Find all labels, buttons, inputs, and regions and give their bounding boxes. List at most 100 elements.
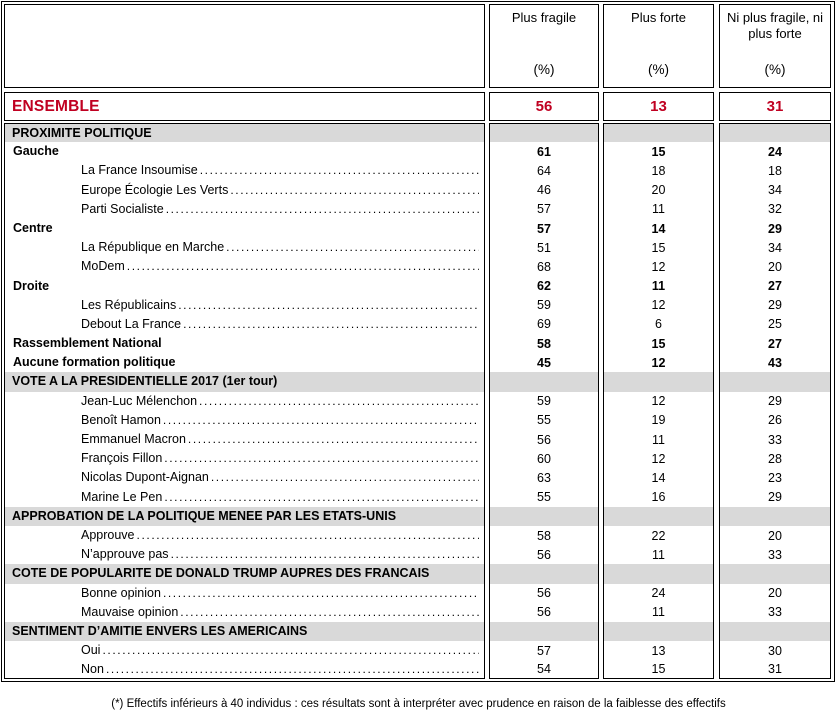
value-cell-plus-fragile: 69 (489, 314, 599, 335)
value-cell-plus-fragile: 58 (489, 334, 599, 354)
value-cell-ni-plus: 24 (719, 142, 831, 162)
item-row: François Fillon 60 12 28 (4, 449, 832, 469)
item-row: Jean-Luc Mélenchon 59 12 29 (4, 391, 832, 411)
item-row: Emmanuel Macron 56 11 33 (4, 430, 832, 450)
cat-row: Gauche 61 15 24 (4, 142, 832, 162)
dots-leader (163, 411, 479, 430)
row-label-cell: N’approuve pas (4, 545, 485, 565)
row-label-cell: Debout La France (4, 314, 485, 335)
cat-row: Centre 57 14 29 (4, 218, 832, 239)
value-cell-ni-plus (719, 621, 831, 642)
row-label-cell: Nicolas Dupont-Aignan (4, 468, 485, 488)
section-row: VOTE A LA PRESIDENTIELLE 2017 (1er tour) (4, 372, 832, 392)
value-cell-plus-fragile: 55 (489, 410, 599, 430)
value-cell-plus-forte: 12 (603, 391, 714, 411)
row-label: La France Insoumise (81, 163, 198, 178)
row-label: Les Républicains (81, 297, 177, 312)
value-cell-ni-plus: 20 (719, 257, 831, 277)
value-cell-plus-fragile: 56 (489, 430, 599, 450)
value-cell-plus-fragile: 56 (489, 602, 599, 622)
dots-leader (226, 238, 479, 257)
value-cell-ni-plus: 25 (719, 314, 831, 335)
row-label: Rassemblement National (13, 336, 162, 351)
value-cell-plus-forte (603, 372, 714, 392)
ensemble-value-ni-plus: 31 (719, 92, 831, 121)
value-cell-plus-forte: 11 (603, 602, 714, 622)
item-row: Parti Socialiste 57 11 32 (4, 199, 832, 219)
value-cell-ni-plus: 34 (719, 238, 831, 258)
results-table: Plus fragile (%) Plus forte (%) Ni plus … (1, 1, 835, 683)
value-cell-ni-plus: 27 (719, 334, 831, 354)
value-cell-plus-forte: 11 (603, 199, 714, 219)
dots-leader (199, 392, 479, 411)
value-cell-plus-forte: 11 (603, 276, 714, 296)
ensemble-row: ENSEMBLE 56 13 31 (4, 92, 832, 121)
value-cell-plus-forte: 12 (603, 295, 714, 315)
row-label-cell: Droite (4, 276, 485, 296)
row-label: Centre (13, 220, 53, 235)
value-cell-plus-fragile: 57 (489, 218, 599, 239)
row-label-cell: Bonne opinion (4, 583, 485, 603)
row-label: PROXIMITE POLITIQUE (12, 126, 152, 140)
value-cell-plus-forte: 15 (603, 142, 714, 162)
item-row: Mauvaise opinion 56 11 33 (4, 602, 832, 622)
dots-leader (164, 488, 479, 507)
footnote: (*) Effectifs inférieurs à 40 individus … (111, 698, 726, 710)
item-row: Non 54 15 31 (4, 660, 832, 680)
dots-leader (178, 296, 479, 315)
row-label-cell: Jean-Luc Mélenchon (4, 391, 485, 411)
value-cell-plus-forte: 15 (603, 238, 714, 258)
row-label: Non (81, 662, 104, 677)
ensemble-value-plus-forte: 13 (603, 92, 714, 121)
value-cell-plus-fragile: 64 (489, 161, 599, 181)
value-cell-plus-fragile: 56 (489, 545, 599, 565)
item-row: La France Insoumise 64 18 18 (4, 161, 832, 181)
row-label: COTE DE POPULARITE DE DONALD TRUMP AUPRE… (12, 566, 430, 581)
header-col-plus-fragile: Plus fragile (%) (489, 4, 599, 88)
row-label: Mauvaise opinion (81, 604, 179, 619)
cat-row: Aucune formation politique 45 12 43 (4, 353, 832, 373)
value-cell-plus-fragile (489, 372, 599, 392)
value-cell-ni-plus: 29 (719, 391, 831, 411)
item-row: Les Républicains 59 12 29 (4, 295, 832, 315)
row-label-cell: Gauche (4, 142, 485, 162)
row-label-cell: MoDem (4, 257, 485, 277)
value-cell-ni-plus: 28 (719, 449, 831, 469)
value-cell-plus-fragile: 51 (489, 238, 599, 258)
value-cell-plus-forte: 12 (603, 257, 714, 277)
row-label-cell: Emmanuel Macron (4, 430, 485, 450)
row-label: Approuve (81, 527, 135, 542)
row-label-cell: PROXIMITE POLITIQUE (4, 123, 485, 143)
value-cell-plus-forte: 11 (603, 430, 714, 450)
row-label: Aucune formation politique (13, 355, 176, 370)
value-cell-ni-plus (719, 564, 831, 584)
item-row: Marine Le Pen 55 16 29 (4, 487, 832, 507)
value-cell-plus-forte (603, 123, 714, 143)
row-label-cell: APPROBATION DE LA POLITIQUE MENEE PAR LE… (4, 506, 485, 526)
value-cell-plus-fragile: 58 (489, 525, 599, 546)
row-label-cell: Centre (4, 218, 485, 239)
value-cell-ni-plus: 27 (719, 276, 831, 296)
row-label: MoDem (81, 259, 125, 274)
row-label: Droite (13, 278, 50, 293)
value-cell-plus-fragile: 55 (489, 487, 599, 507)
column-unit: (%) (764, 62, 786, 78)
value-cell-plus-forte: 12 (603, 353, 714, 373)
dots-leader (183, 315, 479, 334)
row-label: Nicolas Dupont-Aignan (81, 470, 209, 485)
section-row: SENTIMENT D’AMITIE ENVERS LES AMERICAINS (4, 621, 832, 642)
row-label: Debout La France (81, 316, 182, 331)
item-row: MoDem 68 12 20 (4, 257, 832, 277)
ensemble-label-cell: ENSEMBLE (4, 92, 485, 121)
dots-leader (127, 257, 479, 276)
header-empty-cell (4, 4, 485, 88)
value-cell-plus-forte: 15 (603, 660, 714, 680)
row-label: Bonne opinion (81, 585, 161, 600)
item-row: Benoît Hamon 55 19 26 (4, 410, 832, 430)
row-label-cell: La République en Marche (4, 238, 485, 258)
row-label-cell: Les Républicains (4, 295, 485, 315)
dots-leader (188, 430, 479, 449)
section-row: APPROBATION DE LA POLITIQUE MENEE PAR LE… (4, 506, 832, 526)
value-cell-plus-fragile (489, 506, 599, 526)
value-cell-plus-fragile: 57 (489, 641, 599, 661)
